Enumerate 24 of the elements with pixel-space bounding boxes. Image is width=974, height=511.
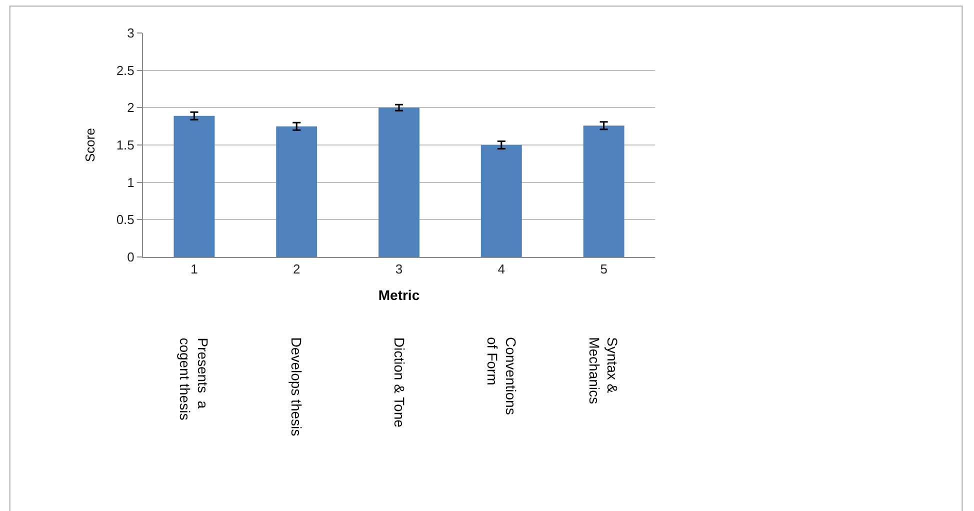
bar	[583, 126, 624, 257]
x-axis-title: Metric	[378, 286, 420, 303]
text: Presents a cogent thesis	[176, 338, 212, 420]
bar	[276, 126, 318, 257]
x-tick-label: 1	[190, 262, 198, 277]
bar	[174, 116, 215, 257]
bar	[378, 108, 420, 257]
y-tick-label: 3	[127, 26, 134, 41]
text: Syntax & Mechanics	[586, 337, 621, 404]
text: Develops thesis	[288, 337, 304, 436]
y-tick-label: 0	[127, 250, 134, 265]
x-tick-label: 4	[498, 262, 506, 277]
y-tick-label: 2.5	[116, 62, 134, 78]
y-tick-label: 0.5	[116, 212, 134, 228]
x-tick-label: 5	[600, 262, 608, 277]
x-tick-label: 2	[292, 262, 300, 277]
text: Conventions of Form	[484, 337, 519, 415]
y-tick-label: 1	[127, 174, 134, 190]
y-axis-title: Score	[82, 128, 98, 162]
x-tick-label: 3	[395, 262, 403, 277]
y-tick-label: 1.5	[116, 138, 134, 153]
text: Diction & Tone	[391, 337, 408, 428]
bar	[480, 145, 522, 257]
y-tick-label: 2	[127, 100, 134, 116]
